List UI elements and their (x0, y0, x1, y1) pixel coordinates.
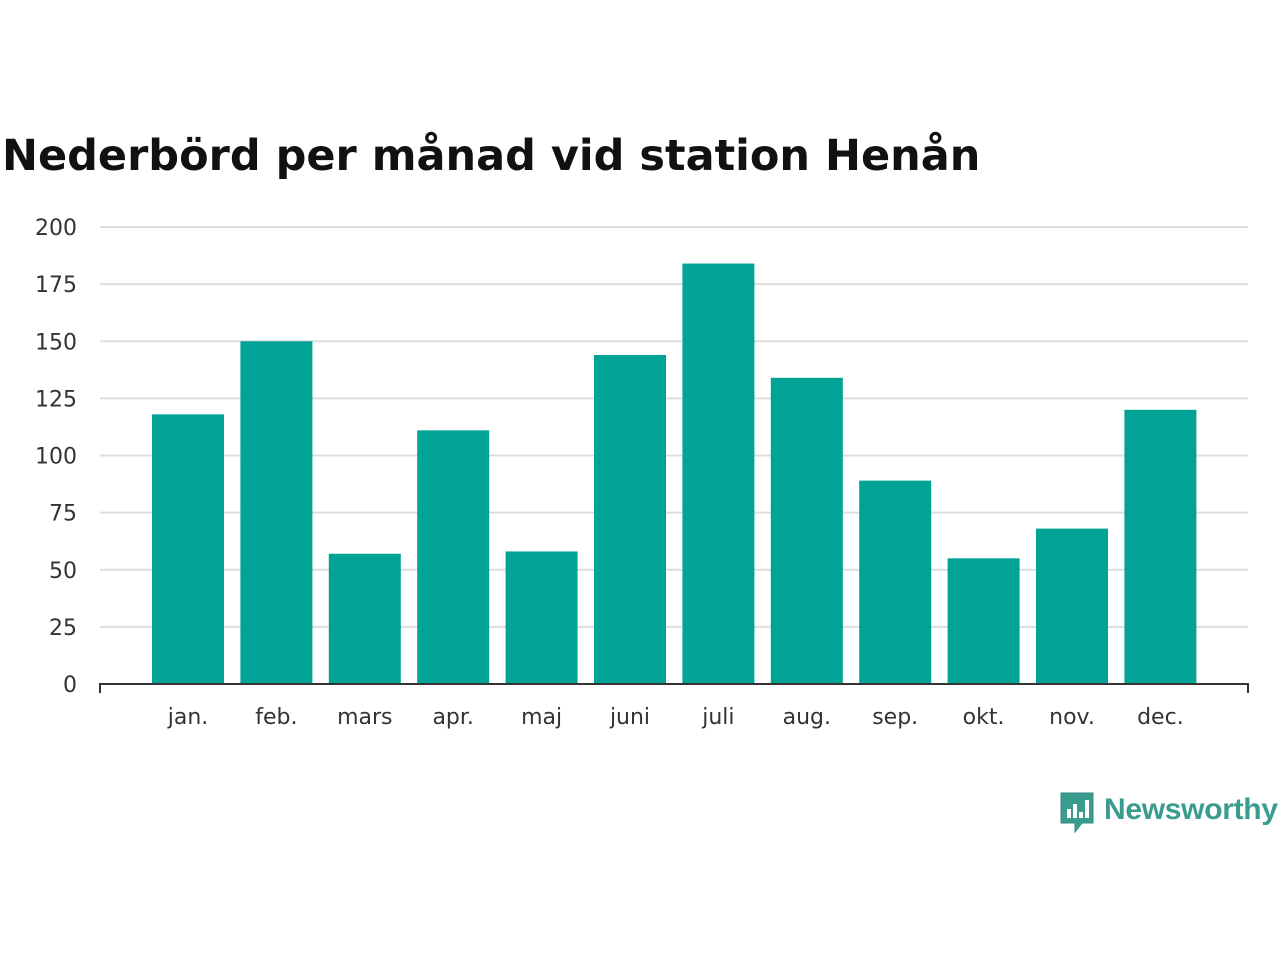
x-tick-label: juni (609, 705, 650, 730)
bar (594, 354, 666, 684)
x-tick-labels: jan. feb. mars apr. maj juni juli aug. sep. okt. n… (167, 705, 1184, 730)
brand-name: Newsworthy (1104, 793, 1278, 826)
bar (1124, 409, 1197, 684)
bar (947, 558, 1020, 684)
x-tick-label: apr. (432, 705, 473, 730)
bar (1036, 528, 1108, 684)
y-tick-label: 125 (35, 387, 77, 412)
bars (152, 263, 1197, 684)
x-tick-label: sep. (872, 705, 918, 730)
x-tick-label: maj (521, 705, 562, 730)
y-tick-label: 50 (49, 559, 77, 584)
bar (682, 263, 755, 684)
y-tick-labels: 0 25 50 75 100 125 150 175 200 (35, 216, 77, 698)
x-tick-label: okt. (963, 705, 1005, 730)
y-tick-label: 150 (35, 330, 77, 355)
x-tick-label: dec. (1137, 705, 1184, 730)
axes (99, 683, 1249, 693)
bar (859, 480, 932, 684)
x-tick-label: mars (337, 705, 392, 730)
y-tick-label: 200 (35, 216, 77, 241)
x-tick-label: nov. (1049, 705, 1095, 730)
newsworthy-chart-bubble-icon (1060, 792, 1094, 834)
bar (770, 377, 843, 684)
chart-title: Nederbörd per månad vid station Henån (2, 131, 981, 181)
bar (328, 553, 401, 684)
y-tick-label: 25 (49, 616, 77, 641)
bar (505, 551, 578, 684)
bar (152, 414, 224, 684)
x-tick-label: aug. (783, 705, 831, 730)
y-tick-label: 75 (49, 502, 77, 527)
y-tick-label: 0 (63, 673, 77, 698)
x-tick-label: jan. (167, 705, 209, 730)
x-tick-label: feb. (255, 705, 297, 730)
bar (417, 430, 490, 684)
x-tick-label: juli (701, 705, 734, 730)
newsworthy-logo: Newsworthy (1058, 790, 1278, 836)
y-tick-label: 175 (35, 273, 77, 298)
bar (240, 341, 313, 684)
y-tick-label: 100 (35, 445, 77, 470)
